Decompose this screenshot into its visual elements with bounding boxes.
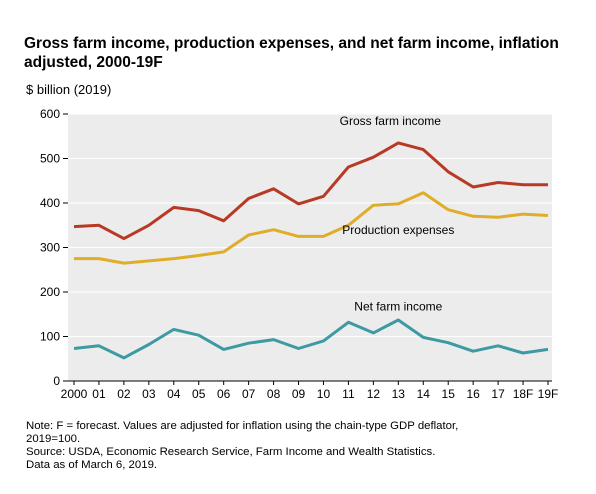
series-labels: Gross farm income Production expenses Net … xyxy=(340,114,455,314)
x-tick-label: 16 xyxy=(466,387,480,401)
y-axis-ticks: 0 100 200 300 400 500 600 xyxy=(40,107,68,388)
x-tick-label: 03 xyxy=(142,387,156,401)
x-tick-label: 18F xyxy=(513,387,534,401)
x-tick-label: 01 xyxy=(92,387,106,401)
y-tick-label: 0 xyxy=(53,374,60,388)
x-tick-label: 2000 xyxy=(61,387,88,401)
x-tick-label: 19F xyxy=(538,387,559,401)
chart-notes: Note: F = forecast. Values are adjusted … xyxy=(26,420,586,472)
x-tick-label: 09 xyxy=(292,387,306,401)
y-tick-label: 600 xyxy=(40,107,60,121)
gridlines xyxy=(68,113,552,337)
y-tick-label: 100 xyxy=(40,330,60,344)
x-tick-label: 17 xyxy=(491,387,505,401)
data-date-line: Data as of March 6, 2019. xyxy=(26,459,158,471)
y-tick-label: 400 xyxy=(40,196,60,210)
series-line xyxy=(73,141,548,241)
source-line: Source: USDA, Economic Research Service,… xyxy=(26,446,436,458)
x-tick-label: 11 xyxy=(342,387,355,401)
y-tick-label: 200 xyxy=(40,285,60,299)
y-tick-label: 500 xyxy=(40,152,60,166)
y-tick-label: 300 xyxy=(40,241,60,255)
series-line xyxy=(73,318,549,360)
x-axis-ticks: 2000 01 02 03 04 05 06 07 08 09 10 11 12 13 14 15 16 17 18… xyxy=(61,381,559,401)
series-label: Gross farm income xyxy=(340,114,442,128)
x-tick-label: 14 xyxy=(417,387,431,401)
x-tick-label: 07 xyxy=(242,387,256,401)
series-label: Net farm income xyxy=(354,300,442,314)
chart-title: Gross farm income, production expenses, … xyxy=(24,35,559,71)
x-tick-label: 15 xyxy=(442,387,456,401)
series-label: Production expenses xyxy=(342,223,454,237)
y-axis-label: $ billion (2019) xyxy=(26,82,112,97)
series-lines xyxy=(73,141,549,360)
note-line: Note: F = forecast. Values are adjusted … xyxy=(26,420,459,432)
x-tick-label: 13 xyxy=(392,387,406,401)
x-tick-label: 10 xyxy=(317,387,331,401)
x-tick-label: 12 xyxy=(367,387,381,401)
x-tick-label: 08 xyxy=(267,387,281,401)
note-line: 2019=100. xyxy=(26,433,81,445)
x-tick-label: 05 xyxy=(192,387,206,401)
x-tick-label: 04 xyxy=(167,387,181,401)
series-line xyxy=(74,191,549,265)
x-tick-label: 06 xyxy=(217,387,231,401)
x-tick-label: 02 xyxy=(117,387,131,401)
